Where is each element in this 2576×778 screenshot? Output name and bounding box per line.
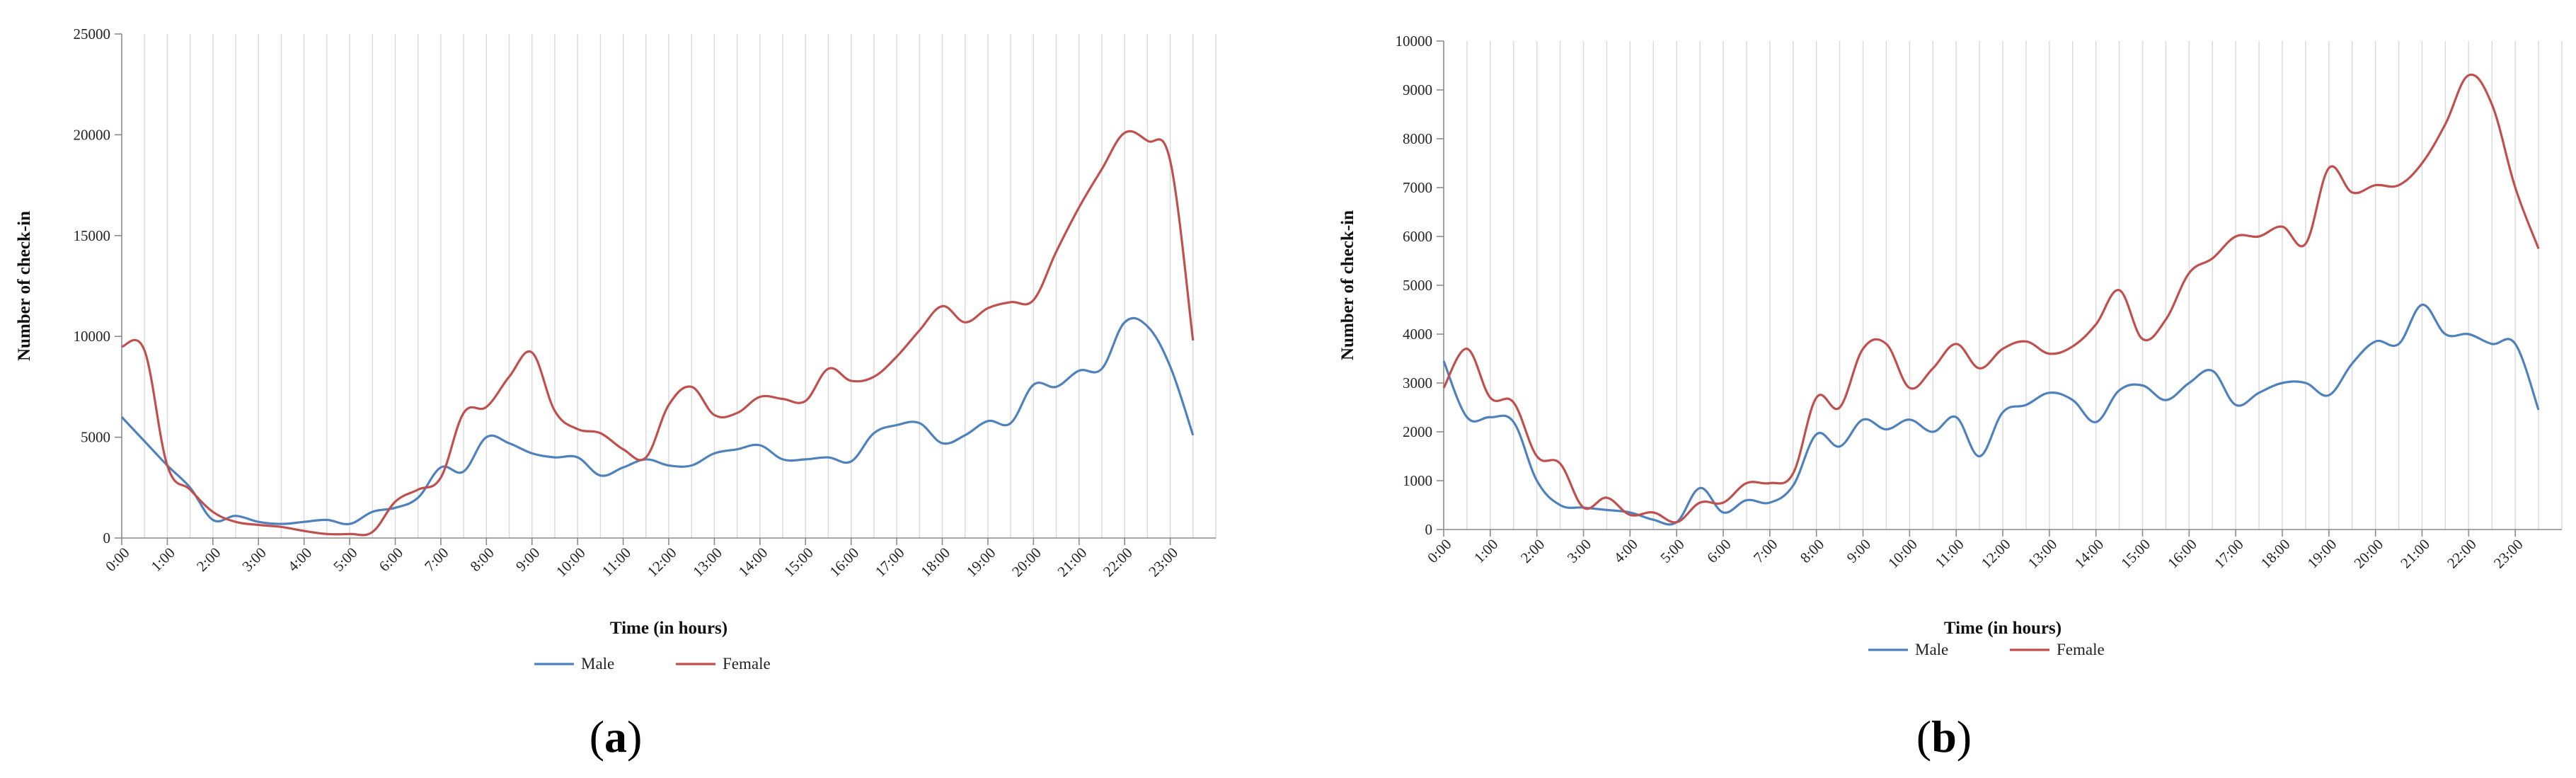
series-line-female [1442, 73, 2540, 524]
x-tick-label: 8:00 [1797, 536, 1827, 566]
y-tick-label: 10000 [1396, 33, 1433, 50]
y-tick-label: 0 [1425, 521, 1433, 538]
panel-label-part: ( [1916, 711, 1931, 762]
x-tick-label: 4:00 [284, 544, 315, 575]
x-tick-label: 14:00 [735, 544, 771, 580]
series-line-male [1442, 304, 2540, 526]
legend: Male Female [1868, 641, 2105, 658]
y-tick-label: 6000 [1403, 228, 1432, 245]
x-tick-label: 23:00 [1145, 544, 1181, 580]
x-tick-label: 2:00 [1517, 536, 1548, 566]
x-tick-label: 5:00 [1657, 536, 1687, 566]
y-tick-label: 7000 [1403, 179, 1432, 196]
x-tick-label: 21:00 [1054, 544, 1090, 580]
x-tick-label: 16:00 [2164, 536, 2200, 572]
x-axis-title: Time (in hours) [1944, 619, 2062, 638]
x-tick-label: 9:00 [512, 544, 543, 575]
chart-panel-a: 0 5000 10000 15000 20000 25000 0:00 1:00 2:00 3:0… [15, 25, 1217, 762]
x-tick-label: 23:00 [2490, 536, 2526, 572]
x-tick-label: 15:00 [781, 544, 817, 580]
x-tick-label: 13:00 [2025, 536, 2061, 572]
y-tick-label: 1000 [1403, 472, 1432, 489]
x-tick-label: 16:00 [826, 544, 862, 580]
panel-label: (a) [590, 711, 643, 762]
x-tick-label: 10:00 [1885, 536, 1921, 572]
x-tick-label: 22:00 [2444, 536, 2480, 572]
y-tick-label: 8000 [1403, 130, 1432, 147]
x-tick-label: 21:00 [2397, 536, 2433, 572]
y-tick-label: 9000 [1403, 81, 1432, 98]
y-tick-label: 5000 [81, 429, 110, 446]
panel-label-part: b [1931, 711, 1957, 762]
chart-panel-b: 0 1000 2000 3000 4000 5000 6000 7000 8000 9000 100… [1338, 33, 2563, 762]
x-tick-label: 19:00 [2304, 536, 2340, 572]
x-tick-label: 10:00 [553, 544, 589, 580]
x-tick-label: 6:00 [1703, 536, 1734, 566]
series-line-male [120, 316, 1195, 526]
x-tick-label: 8:00 [466, 544, 497, 575]
legend-label-male: Male [1915, 641, 1948, 658]
legend-label-male: Male [581, 655, 614, 673]
panel-label-part: a [604, 711, 627, 762]
legend-label-female: Female [723, 655, 771, 673]
panel-label-part: ) [627, 711, 642, 762]
x-tick-label: 19:00 [963, 544, 999, 580]
y-axis-title: Number of check-in [1338, 210, 1357, 360]
y-tick-label: 20000 [74, 126, 111, 143]
x-tick-label: 11:00 [599, 544, 634, 580]
series-line-female [121, 130, 1195, 537]
x-tick-label: 14:00 [2071, 536, 2107, 572]
x-tick-label: 7:00 [421, 544, 452, 575]
panel-label: (b) [1916, 711, 1972, 762]
y-axis-title: Number of check-in [15, 211, 34, 361]
x-tick-label: 17:00 [2211, 536, 2247, 572]
x-tick-label: 1:00 [1471, 536, 1501, 566]
x-tick-label: 22:00 [1100, 544, 1136, 580]
x-tick-label: 3:00 [238, 544, 269, 575]
panel-label-part: ) [1957, 711, 1972, 762]
x-tick-label: 0:00 [102, 544, 132, 575]
x-tick-label: 3:00 [1564, 536, 1594, 566]
x-tick-label: 5:00 [330, 544, 360, 575]
x-tick-label: 6:00 [376, 544, 406, 575]
y-tick-label: 2000 [1403, 423, 1432, 440]
x-tick-label: 7:00 [1750, 536, 1781, 566]
y-tick-label: 0 [103, 530, 111, 547]
y-tick-label: 25000 [74, 25, 111, 42]
y-tick-label: 5000 [1403, 277, 1432, 294]
x-tick-label: 4:00 [1610, 536, 1640, 566]
y-tick-label: 3000 [1403, 374, 1432, 391]
panel-label-part: ( [590, 711, 604, 762]
x-tick-label: 18:00 [2258, 536, 2294, 572]
x-tick-label: 15:00 [2117, 536, 2154, 572]
x-tick-label: 20:00 [1008, 544, 1045, 580]
x-axis-title: Time (in hours) [610, 619, 728, 638]
y-tick-label: 10000 [74, 328, 111, 345]
legend-label-female: Female [2057, 641, 2105, 658]
x-tick-label: 1:00 [148, 544, 178, 575]
x-tick-label: 11:00 [1931, 536, 1967, 571]
y-tick-label: 15000 [74, 227, 111, 244]
x-tick-label: 12:00 [1978, 536, 2014, 572]
x-tick-label: 2:00 [193, 544, 224, 575]
x-tick-label: 13:00 [689, 544, 725, 580]
x-tick-label: 17:00 [872, 544, 908, 580]
x-tick-label: 18:00 [917, 544, 953, 580]
y-tick-label: 4000 [1403, 326, 1432, 343]
x-tick-label: 20:00 [2350, 536, 2386, 572]
legend: Male Female [534, 655, 771, 673]
x-tick-label: 9:00 [1844, 536, 1874, 566]
x-tick-label: 12:00 [644, 544, 680, 580]
x-tick-label: 0:00 [1424, 536, 1454, 566]
